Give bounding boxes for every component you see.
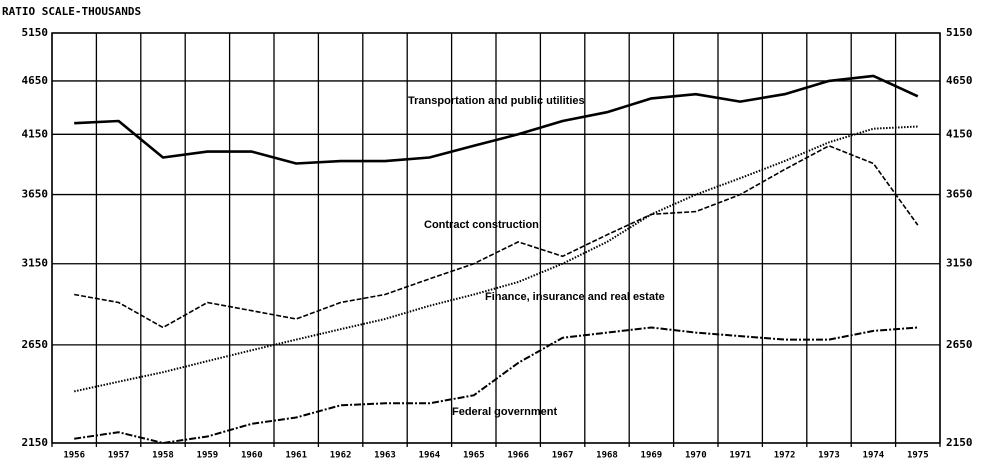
- series-line: [74, 145, 919, 329]
- x-tick-label: 1974: [863, 451, 885, 461]
- x-tick-label: 1970: [685, 451, 707, 461]
- series-label: Contract construction: [424, 219, 539, 231]
- x-tick-label: 1956: [63, 451, 85, 461]
- y-tick-label: 3650: [22, 188, 49, 201]
- x-tick-label: 1959: [197, 451, 219, 461]
- series-label: Transportation and public utilities: [408, 95, 585, 107]
- x-tick-label: 1965: [463, 451, 485, 461]
- series-line: [73, 125, 918, 393]
- x-tick-label: 1964: [419, 451, 441, 461]
- y-tick-label: 3150: [22, 257, 49, 270]
- x-tick-label: 1957: [108, 451, 130, 461]
- axis-label: RATIO SCALE-THOUSANDS: [2, 5, 141, 18]
- x-tick-label: 1972: [774, 451, 796, 461]
- y2-tick-label: 4650: [946, 74, 973, 87]
- y2-tick-label: 5150: [946, 26, 973, 39]
- x-tick-label: 1969: [641, 451, 663, 461]
- x-tick-label: 1962: [330, 451, 352, 461]
- x-tick-label: 1975: [907, 451, 929, 461]
- y-tick-label: 2150: [22, 436, 49, 449]
- y-tick-label: 4150: [22, 127, 49, 140]
- y2-tick-label: 3150: [946, 257, 973, 270]
- x-tick-label: 1966: [507, 451, 529, 461]
- x-tick-label: 1973: [818, 451, 840, 461]
- x-tick-label: 1958: [152, 451, 174, 461]
- y2-tick-label: 4150: [946, 127, 973, 140]
- y-tick-label: 5150: [22, 26, 49, 39]
- series-line: [74, 74, 919, 165]
- x-tick-label: 1963: [374, 451, 396, 461]
- y2-tick-label: 2150: [946, 436, 973, 449]
- y2-tick-label: 2650: [946, 338, 973, 351]
- x-tick-label: 1967: [552, 451, 574, 461]
- y2-tick-label: 3650: [946, 188, 973, 201]
- x-tick-label: 1960: [241, 451, 263, 461]
- y-tick-label: 4650: [22, 74, 49, 87]
- series-line: [74, 326, 918, 444]
- x-tick-label: 1971: [729, 451, 751, 461]
- x-tick-label: 1968: [596, 451, 618, 461]
- series-label: Finance, insurance and real estate: [485, 291, 665, 303]
- series-label: Federal government: [452, 406, 557, 418]
- y-tick-label: 2650: [22, 338, 49, 351]
- x-tick-label: 1961: [285, 451, 307, 461]
